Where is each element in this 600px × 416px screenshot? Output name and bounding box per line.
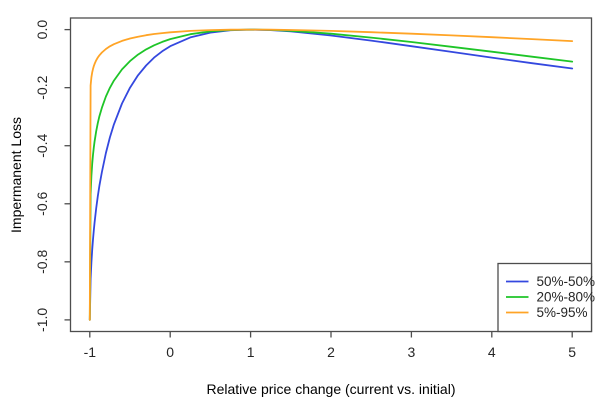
series-line-50-50 xyxy=(88,28,574,321)
series-line-5-95 xyxy=(88,28,574,321)
curves-layer xyxy=(88,28,574,321)
y-axis-title: Impermanent Loss xyxy=(8,117,24,233)
series-line-20-80 xyxy=(88,28,574,321)
x-axis-title: Relative price change (current vs. initi… xyxy=(207,381,456,397)
x-tick-label: 0 xyxy=(166,344,174,360)
y-tick-label: -0.4 xyxy=(34,133,50,157)
legend-label: 5%-95% xyxy=(537,305,588,320)
y-tick-label: -0.8 xyxy=(34,250,50,274)
x-tick-label: 2 xyxy=(327,344,335,360)
x-tick-label: 1 xyxy=(247,344,255,360)
y-tick-label: -1.0 xyxy=(34,308,50,332)
axes-layer: -1 0 1 2 3 4 5 0.0 -0.2 -0.4 -0.6 -0.8 -1.0 xyxy=(34,17,593,360)
x-tick-label: -1 xyxy=(84,344,97,360)
x-tick-label: 3 xyxy=(408,344,416,360)
y-tick-label: -0.2 xyxy=(34,75,50,99)
y-tick-label: -0.6 xyxy=(34,192,50,216)
x-tick-label: 5 xyxy=(568,344,576,360)
x-tick-label: 4 xyxy=(488,344,496,360)
legend-layer: 50%-50%20%-80%5%-95% xyxy=(497,262,596,333)
y-tick-label: 0.0 xyxy=(34,20,50,40)
legend-label: 20%-80% xyxy=(537,290,596,305)
legend-label: 50%-50% xyxy=(537,274,596,289)
